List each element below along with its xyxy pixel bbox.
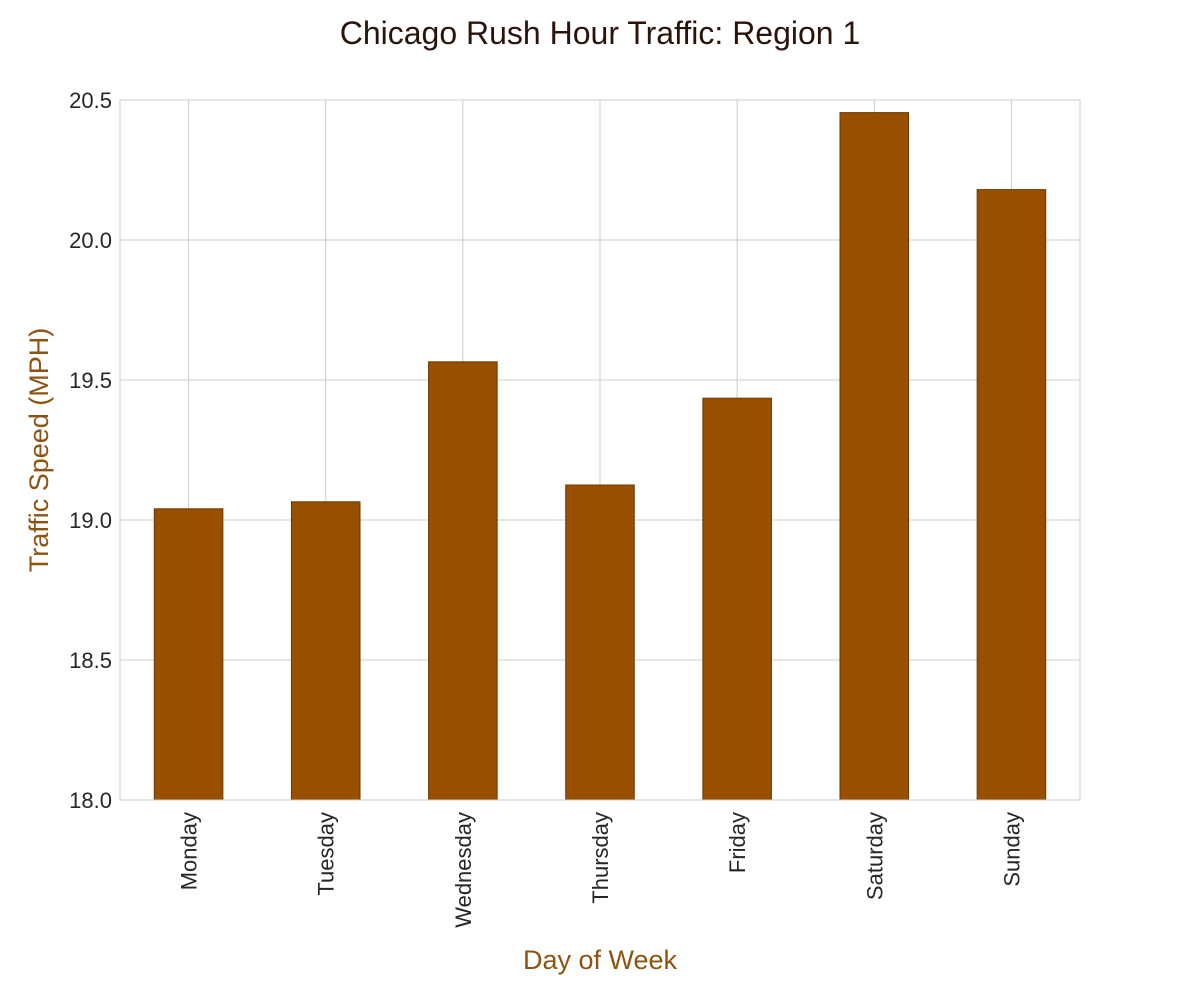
y-tick-label: 20.0	[69, 228, 112, 253]
x-axis-label: Day of Week	[523, 945, 678, 975]
bar-thursday	[565, 484, 635, 801]
x-tick-label: Monday	[177, 812, 202, 890]
bar-friday	[702, 397, 772, 801]
y-tick-label: 19.5	[69, 368, 112, 393]
y-tick-label: 20.5	[69, 88, 112, 113]
y-tick-label: 18.0	[69, 788, 112, 813]
y-axis-label: Traffic Speed (MPH)	[24, 328, 54, 573]
x-tick-label: Friday	[725, 812, 750, 873]
x-tick-label: Sunday	[999, 812, 1024, 887]
x-tick-labels: Monday Tuesday Wednesday Thursday Friday Satu…	[177, 812, 1025, 928]
bar-sunday	[976, 189, 1047, 801]
y-tick-label: 18.5	[69, 648, 112, 673]
x-tick-label: Tuesday	[314, 812, 339, 896]
x-tick-label: Saturday	[862, 812, 887, 900]
y-tick-labels: 18.0 18.5 19.0 19.5 20.0 20.5	[69, 88, 112, 813]
bar-series	[153, 112, 1047, 801]
x-tick-label: Wednesday	[451, 812, 476, 928]
y-tick-label: 19.0	[69, 508, 112, 533]
bar-tuesday	[290, 501, 361, 801]
plot-frame	[119, 99, 1081, 801]
bar-monday	[153, 508, 224, 801]
bar-saturday	[839, 112, 910, 801]
x-tick-label: Thursday	[588, 812, 613, 904]
bar-wednesday	[428, 361, 498, 801]
chart-title: Chicago Rush Hour Traffic: Region 1	[340, 15, 861, 51]
